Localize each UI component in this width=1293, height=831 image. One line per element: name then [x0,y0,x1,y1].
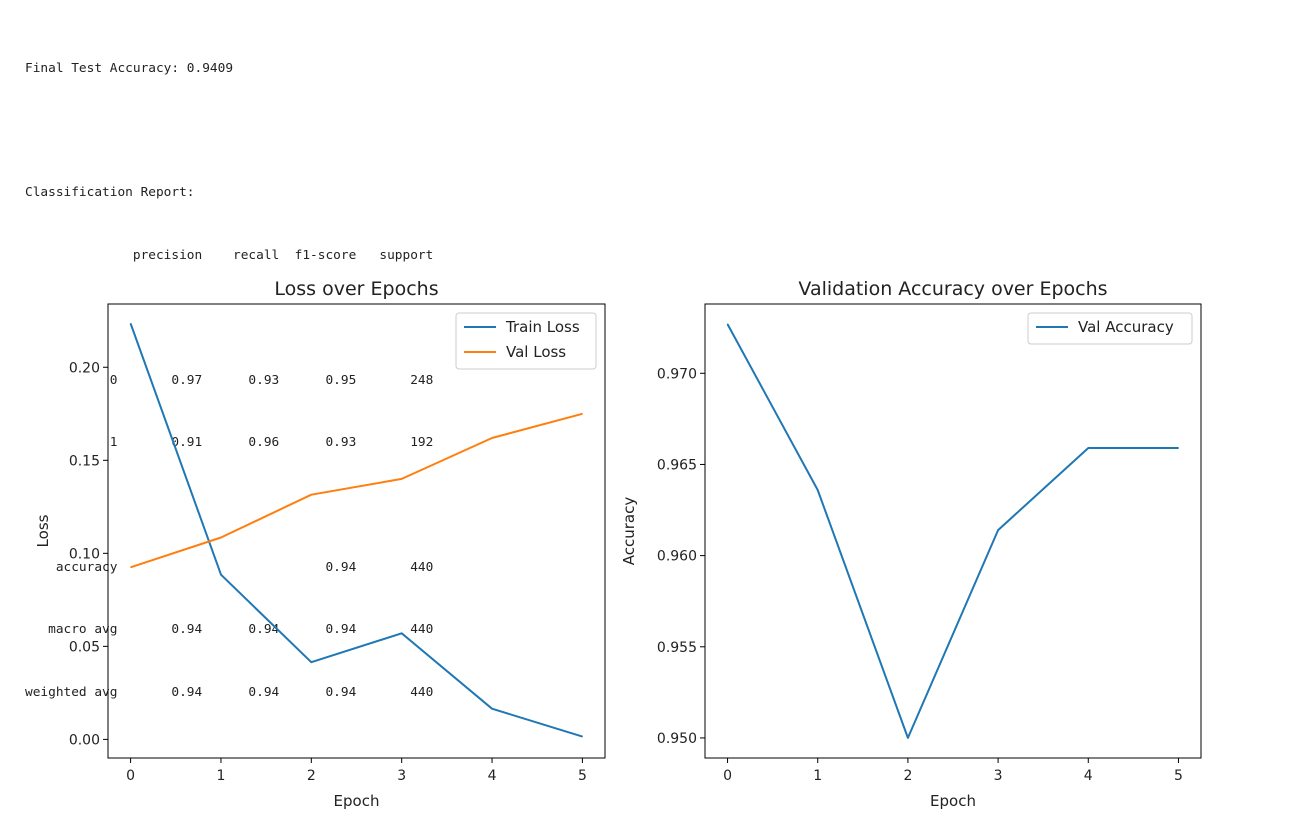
data-point [130,323,132,325]
data-point [817,489,819,491]
legend-label: Train Loss [505,318,580,336]
data-point [491,437,493,439]
y-axis-label: Loss [34,514,52,547]
x-tick-label: 0 [126,768,135,784]
y-tick-label: 0.00 [69,732,100,748]
data-point [220,537,222,539]
x-tick-label: 3 [397,768,406,784]
y-tick-label: 0.965 [657,457,697,473]
data-point [581,413,583,415]
x-tick-label: 5 [578,768,587,784]
plot-frame [107,303,606,759]
data-point [310,661,312,663]
data-point [401,632,403,634]
report-row-accuracy: accuracy 0.94 440 [25,559,434,575]
legend-label: Val Loss [506,343,566,361]
y-tick-label: 0.960 [657,549,697,565]
chart-2: Validation Accuracy over Epochs 0 1 2 3 4 5 0.9… [620,278,1202,810]
y-tick-label: 0.950 [657,731,697,747]
report-row-weighted-avg: weighted avg 0.94 0.94 0.94 440 [25,684,434,700]
report-header: precision recall f1-score support [25,247,434,263]
x-axis-label: Epoch [334,792,380,810]
legend: Val Accuracy [1027,312,1193,345]
x-tick-label: 5 [1174,768,1183,784]
legend-box [1027,312,1193,345]
series-line-val-loss [130,412,583,569]
data-point [997,529,999,531]
data-point [130,566,132,568]
data-point [907,737,909,739]
report-row-macro-avg: macro avg 0.94 0.94 0.94 440 [25,622,434,638]
y-tick-label: 0.10 [69,546,100,562]
classification-report: Final Test Accuracy: 0.9409 Classificati… [25,17,433,724]
y-tick-label: 0.970 [657,366,697,382]
y-tick-label: 0.05 [69,639,100,655]
x-tick-label: 3 [994,768,1003,784]
x-tick-label: 4 [1084,768,1093,784]
data-point [727,323,729,325]
legend: Train Loss Val Loss [455,312,597,370]
x-tick-label: 2 [903,768,912,784]
chart-title: Loss over Epochs [274,278,438,300]
report-row-class-1: 1 0.91 0.96 0.93 192 [25,434,434,450]
report-row-class-0: 0 0.97 0.93 0.95 248 [25,372,434,388]
x-tick-label: 1 [813,768,822,784]
y-axis-label: Accuracy [620,497,638,566]
final-accuracy-line: Final Test Accuracy: 0.9409 [25,60,234,76]
data-point [491,708,493,710]
y-tick-label: 0.955 [657,640,697,656]
x-tick-label: 1 [216,768,225,784]
data-point [1087,447,1089,449]
plot-frame [704,303,1202,759]
series-line-val-accuracy [726,323,1179,739]
x-axis-label: Epoch [930,792,976,810]
x-tick-label: 0 [723,768,732,784]
x-tick-label: 2 [307,768,316,784]
x-tick-label: 4 [488,768,497,784]
series-line-train-loss [129,323,583,738]
chart-title: Validation Accuracy over Epochs [798,278,1107,300]
y-tick-label: 0.20 [69,360,100,376]
data-point [581,736,583,738]
legend-label: Val Accuracy [1078,318,1174,336]
data-point [1177,447,1179,449]
classification-title: Classification Report: [25,185,195,201]
chart-1: Loss over Epochs 0 1 2 3 4 5 0.00 0.05 0.10 0.15 0.… [34,278,606,810]
data-point [220,574,222,576]
y-tick-label: 0.15 [69,453,100,469]
data-point [401,478,403,480]
data-point [310,494,312,496]
